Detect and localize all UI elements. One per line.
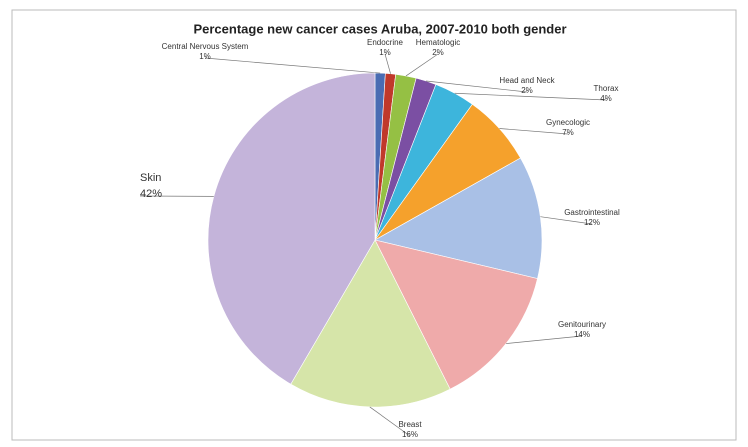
slice-value-label: 1% [379,48,391,57]
slice-value-label: 14% [574,330,590,339]
leader-line [405,53,439,77]
pie-slice [290,239,451,408]
slice-value-label: 12% [584,218,600,227]
slice-label: Thorax [594,84,619,93]
slice-value-label: 2% [432,48,444,57]
slice-label: Genitourinary [558,320,606,329]
leader-line [426,80,528,93]
pie-slice [207,72,376,385]
slice-label: Central Nervous System [162,42,249,51]
chart-title: Percentage new cancer cases Aruba, 2007-… [193,21,566,36]
slice-value-label: 1% [199,52,211,61]
pie-slice [374,157,543,279]
leader-line [499,128,569,135]
leader-line [540,216,593,225]
slice-label: Hematologic [416,38,460,47]
slice-label: Gynecologic [546,118,590,127]
slice-label: Gastrointestinal [564,208,620,217]
slice-label: Endocrine [367,38,404,47]
pie-slice [374,239,538,390]
leader-line [369,406,411,437]
slice-value-label: 2% [521,86,533,95]
slice-value-label: 7% [562,128,574,137]
leader-line [204,57,381,74]
slice-value-label: 42% [140,188,162,200]
leader-line [454,92,607,101]
leader-line [505,335,583,344]
slice-label: Head and Neck [499,76,555,85]
slice-value-label: 16% [402,430,418,439]
slice-label: Breast [398,420,422,429]
slice-label: Skin [140,172,161,184]
leader-line [384,53,391,74]
slice-value-label: 4% [600,94,612,103]
